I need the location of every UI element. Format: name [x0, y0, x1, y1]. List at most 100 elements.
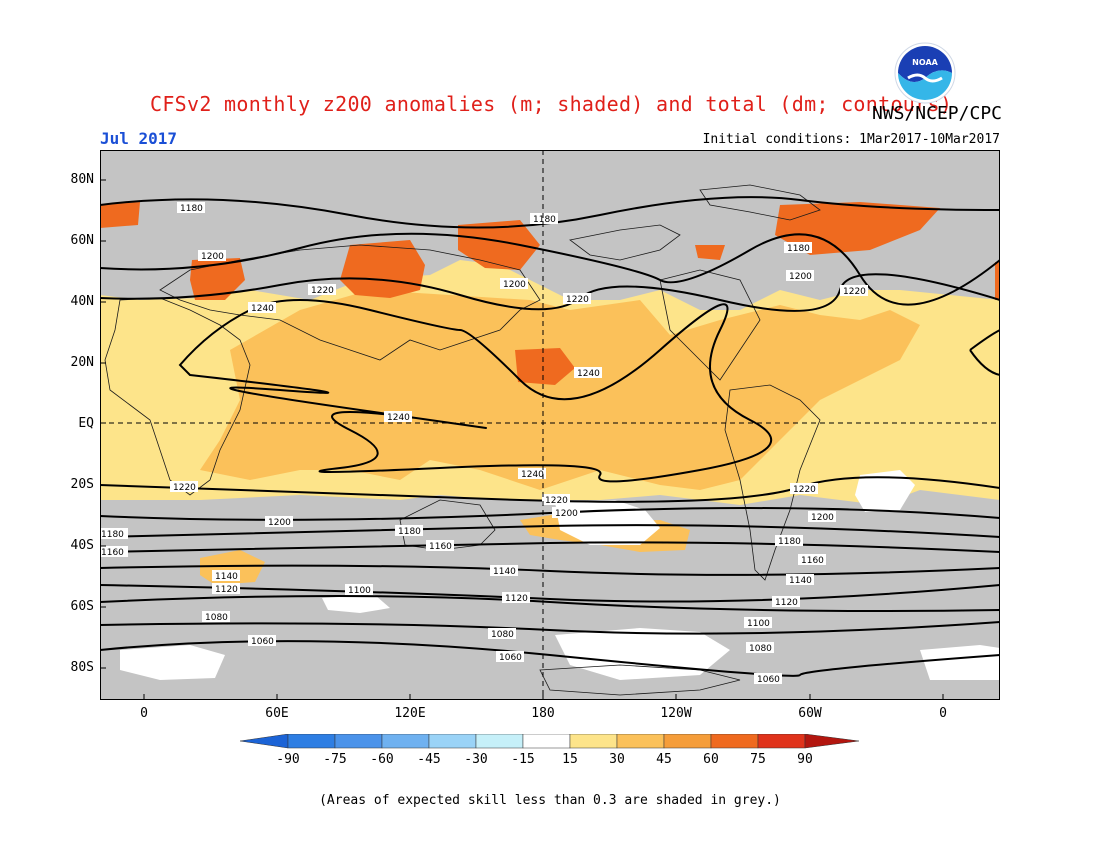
contour-label: 1220: [170, 481, 198, 493]
anomaly-45-60-region: [340, 240, 425, 298]
anomaly-neutral-region: [322, 595, 390, 613]
colorbar-svg: [239, 733, 860, 749]
svg-text:1180: 1180: [533, 215, 556, 225]
contour-label: 1220: [790, 483, 818, 495]
contour-1240-nh: [178, 299, 773, 483]
contour-label: 1140: [786, 574, 814, 586]
contour-1080-sh: [100, 621, 1000, 635]
contour-1220-sh: [100, 476, 1000, 503]
colorbar-swatch: [381, 733, 430, 749]
contour-label: 1140: [490, 565, 518, 577]
contour-1140-sh: [100, 564, 1000, 576]
colorbar-tick: -75: [323, 752, 347, 767]
contour-label: 1180: [530, 213, 558, 225]
contour-label: 1120: [502, 592, 530, 604]
contour-label: 1180: [177, 202, 205, 214]
contour-1180-nh: [100, 196, 1000, 229]
lat-label: 60N: [70, 233, 94, 248]
colorbar-tick: 30: [609, 752, 625, 767]
lat-label: 20S: [70, 477, 94, 492]
lat-label: 80S: [70, 660, 94, 675]
lon-label: 0: [939, 706, 947, 721]
contour-label: 1180: [100, 528, 128, 540]
initial-conditions: Initial conditions: 1Mar2017-10Mar2017: [702, 132, 1000, 147]
anomaly-45-60-region: [100, 202, 140, 228]
svg-text:1240: 1240: [387, 413, 410, 423]
svg-text:1080: 1080: [749, 644, 772, 654]
forecast-month: Jul 2017: [100, 129, 178, 148]
colorbar-tick: 15: [562, 752, 578, 767]
svg-text:1120: 1120: [505, 594, 528, 604]
contour-label: 1080: [746, 642, 774, 654]
anomaly-45-60-region: [458, 220, 540, 270]
anomaly-45-60-region: [995, 262, 1000, 300]
noaa-logo: NOAA: [894, 42, 956, 108]
svg-text:1200: 1200: [268, 518, 291, 528]
svg-text:1220: 1220: [173, 483, 196, 493]
lon-label: 120W: [660, 706, 692, 721]
contour-1180-sh: [100, 524, 1000, 538]
svg-text:1220: 1220: [311, 286, 334, 296]
anomaly-45-60-region: [775, 202, 940, 255]
colorbar-swatch: [287, 733, 336, 749]
map-border: [100, 150, 1000, 700]
lat-label: 40S: [70, 538, 94, 553]
contour-label: 1240: [384, 411, 412, 423]
contour-1160-sh: [100, 541, 1000, 553]
contour-label: 1100: [744, 617, 772, 629]
contour-label: 1240: [574, 367, 602, 379]
contour-label: 1200: [500, 278, 528, 290]
agency-label: NWS/NCEP/CPC: [871, 103, 1002, 124]
colorbar-tick: -30: [464, 752, 488, 767]
lon-label: 60E: [265, 706, 289, 721]
lon-label: 120E: [394, 706, 426, 721]
colorbar-swatch: [616, 733, 665, 749]
contour-label: 1220: [563, 293, 591, 305]
contour-label: 1200: [265, 516, 293, 528]
anomaly-45-60-region: [515, 348, 575, 385]
chart-title: CFSv2 monthly z200 anomalies (m; shaded)…: [150, 92, 953, 116]
svg-text:1080: 1080: [205, 613, 228, 623]
contour-label: 1080: [202, 611, 230, 623]
svg-text:1060: 1060: [499, 653, 522, 663]
contour-label: 1100: [345, 584, 373, 596]
svg-text:1180: 1180: [101, 530, 124, 540]
contour-label: 1140: [212, 570, 240, 582]
colorbar: [239, 733, 860, 754]
lat-label: EQ: [78, 416, 94, 431]
lat-label: 40N: [70, 294, 94, 309]
contour-labels: 1180 1180 1180 1200 1200 1200 1220 1220 …: [100, 202, 868, 685]
contour-label: 1180: [784, 242, 812, 254]
contour-label: 1220: [542, 494, 570, 506]
svg-text:1200: 1200: [555, 509, 578, 519]
anomaly-neutral-region: [120, 645, 225, 680]
svg-text:1200: 1200: [503, 280, 526, 290]
svg-text:1200: 1200: [789, 272, 812, 282]
contour-label: 1160: [798, 554, 826, 566]
contour-label: 1220: [308, 284, 336, 296]
svg-text:1220: 1220: [566, 295, 589, 305]
svg-text:1140: 1140: [493, 567, 516, 577]
contour-label: 1120: [212, 583, 240, 595]
colorbar-tick: -90: [276, 752, 300, 767]
contour-label: 1060: [248, 635, 276, 647]
anomaly-neutral-region: [555, 628, 730, 680]
colorbar-swatch: [428, 733, 477, 749]
colorbar-swatch: [475, 733, 524, 749]
svg-text:1160: 1160: [429, 542, 452, 552]
colorbar-swatch: [522, 733, 571, 749]
svg-text:1180: 1180: [787, 244, 810, 254]
axis-ticks: [100, 179, 944, 700]
coastlines: [104, 184, 821, 696]
colorbar-swatch: [239, 733, 289, 749]
colorbar-swatch: [710, 733, 759, 749]
colorbar-tick: -60: [370, 752, 394, 767]
svg-text:1140: 1140: [215, 572, 238, 582]
contour-label: 1200: [786, 270, 814, 282]
contour-label: 1240: [248, 302, 276, 314]
colorbar-tick: 75: [750, 752, 766, 767]
contour-label: 1160: [426, 540, 454, 552]
colorbar-tick: -45: [417, 752, 441, 767]
svg-text:1160: 1160: [101, 548, 124, 558]
contour-1120-sh: [100, 584, 1000, 603]
